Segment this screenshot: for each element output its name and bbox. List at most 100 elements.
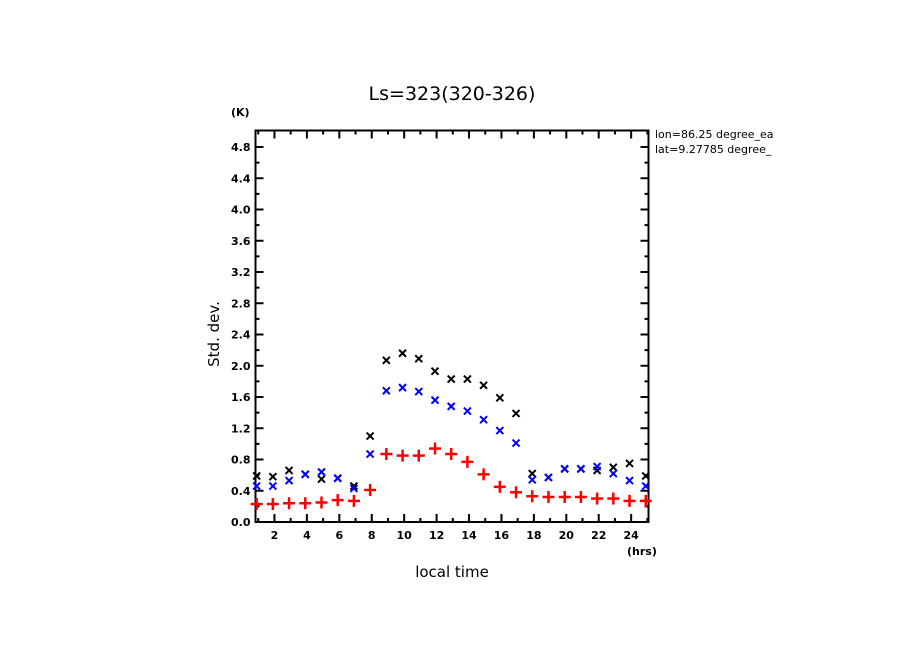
y-tick-label: 4.4 xyxy=(231,172,251,185)
x-tick-label: 14 xyxy=(461,529,477,542)
data-point-blue xyxy=(430,395,440,405)
data-point-blue xyxy=(463,406,472,416)
data-point-blue xyxy=(625,476,634,485)
data-point-red xyxy=(299,497,312,510)
y-unit-label: (K) xyxy=(231,106,250,119)
data-point-blue xyxy=(284,476,294,485)
data-point-blue xyxy=(333,474,342,483)
data-point-red xyxy=(364,483,377,496)
data-point-red xyxy=(266,498,279,511)
data-point-black xyxy=(382,356,391,365)
x-unit-label: (hrs) xyxy=(627,545,657,558)
data-point-red xyxy=(445,448,458,461)
chart-title: Ls=323(320-326) xyxy=(369,83,536,105)
x-tick-label: 18 xyxy=(526,529,541,542)
data-point-black xyxy=(479,381,488,390)
data-point-red xyxy=(591,492,604,505)
data-point-blue xyxy=(268,481,278,491)
data-point-red xyxy=(639,494,652,507)
y-tick-label: 3.6 xyxy=(231,235,251,248)
data-point-black xyxy=(495,393,505,402)
x-tick-label: 6 xyxy=(335,529,343,542)
data-point-black xyxy=(625,459,634,468)
data-point-red xyxy=(347,494,360,507)
data-point-blue xyxy=(317,467,326,477)
data-point-blue xyxy=(609,469,618,478)
data-point-black xyxy=(528,469,537,478)
data-point-black xyxy=(252,471,261,481)
x-tick-label: 12 xyxy=(429,529,444,542)
data-point-blue xyxy=(382,386,391,395)
data-point-black xyxy=(349,481,359,491)
data-point-red xyxy=(283,497,296,510)
data-point-blue xyxy=(398,383,407,392)
annotation-lat: lat=9.27785 degree_ xyxy=(655,143,772,156)
y-tick-label: 1.2 xyxy=(231,422,251,435)
x-tick-label: 16 xyxy=(494,529,510,542)
data-point-blue xyxy=(641,481,650,491)
data-point-red xyxy=(574,491,587,503)
data-point-blue xyxy=(560,464,569,474)
data-point-red xyxy=(607,492,620,505)
x-tick-label: 10 xyxy=(397,529,413,542)
data-point-black xyxy=(414,354,423,363)
data-point-black xyxy=(317,474,326,484)
annotation-lon: lon=86.25 degree_ea xyxy=(655,128,774,141)
data-point-red xyxy=(461,455,474,468)
y-tick-label: 0.8 xyxy=(231,454,251,467)
data-point-red xyxy=(412,449,425,462)
x-tick-label: 20 xyxy=(559,529,575,542)
data-point-blue xyxy=(446,402,456,411)
data-point-red xyxy=(396,449,409,462)
plot-frame xyxy=(254,129,650,523)
data-point-red xyxy=(428,442,441,455)
data-point-black xyxy=(430,367,440,376)
data-point-red xyxy=(331,494,344,507)
data-point-blue xyxy=(544,473,553,482)
data-point-red xyxy=(315,496,328,509)
data-point-black xyxy=(511,409,521,418)
data-point-blue xyxy=(365,449,375,459)
x-tick-label: 24 xyxy=(623,529,639,542)
data-point-black xyxy=(365,431,375,441)
data-point-black xyxy=(641,471,650,481)
y-tick-label: 0.4 xyxy=(231,485,251,498)
y-tick-label: 4.0 xyxy=(231,204,251,217)
data-point-black xyxy=(446,374,456,384)
data-point-red xyxy=(558,491,571,503)
data-point-blue xyxy=(414,387,423,396)
data-point-blue xyxy=(528,475,537,485)
data-point-blue xyxy=(349,484,359,493)
x-axis-label: local time xyxy=(415,563,489,581)
data-point-blue xyxy=(592,462,602,471)
x-tick-label: 22 xyxy=(591,529,606,542)
x-tick-label: 8 xyxy=(368,529,376,542)
data-point-blue xyxy=(511,438,521,448)
y-tick-label: 2.4 xyxy=(231,329,251,342)
y-axis-label: Std. dev. xyxy=(205,301,223,367)
data-point-blue xyxy=(252,481,261,491)
data-point-black xyxy=(268,472,278,481)
axes: 2 4 6 8 10 12 14 16 18 20 22 240.00.40.81.21.62.02.… xyxy=(231,130,649,542)
data-point-black xyxy=(284,466,294,475)
data-marks xyxy=(250,349,652,511)
data-point-blue xyxy=(576,464,586,474)
y-tick-label: 0.0 xyxy=(231,516,251,529)
x-tick-label: 2 xyxy=(271,529,279,542)
data-point-red xyxy=(526,490,539,503)
y-tick-label: 2.0 xyxy=(231,360,251,373)
data-point-red xyxy=(542,491,555,503)
y-tick-label: 3.2 xyxy=(231,266,251,279)
y-tick-label: 2.8 xyxy=(231,297,251,310)
data-point-red xyxy=(250,498,263,511)
data-point-blue xyxy=(479,415,488,424)
data-point-red xyxy=(493,480,506,493)
data-point-black xyxy=(463,374,472,384)
data-point-red xyxy=(510,486,523,499)
x-tick-label: 4 xyxy=(303,529,311,542)
data-point-black xyxy=(398,349,407,358)
data-point-red xyxy=(380,448,393,461)
y-tick-label: 4.8 xyxy=(231,141,251,154)
data-point-red xyxy=(477,468,490,481)
